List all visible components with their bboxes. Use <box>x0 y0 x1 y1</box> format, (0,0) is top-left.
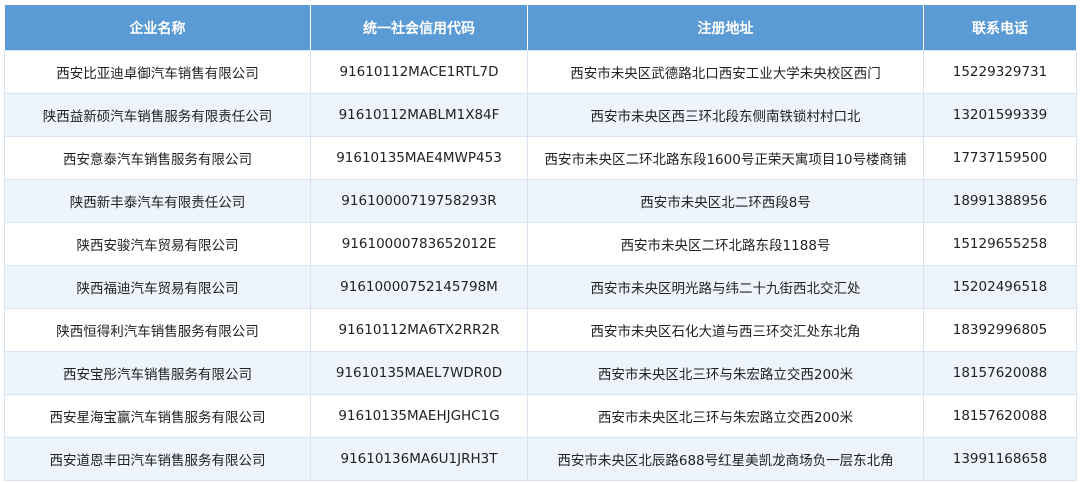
address-cell: 西安市未央区石化大道与西三环交汇处东北角 <box>527 308 924 352</box>
table-row: 陕西安骏汽车贸易有限公司 91610000783652012E 西安市未央区二环北路… <box>4 222 1077 266</box>
credit-code-cell: 91610135MAE4MWP453 <box>310 136 528 180</box>
header-address: 注册地址 <box>527 4 924 51</box>
credit-code-cell: 91610135MAEHJGHC1G <box>310 394 528 438</box>
credit-code-cell: 91610000719758293R <box>310 179 528 223</box>
table-row: 陕西恒得利汽车销售服务有限公司 91610112MA6TX2RR2R 西安市未央区石… <box>4 308 1077 352</box>
company-name-cell: 陕西恒得利汽车销售服务有限公司 <box>4 308 311 352</box>
company-name-cell: 西安比亚迪卓御汽车销售有限公司 <box>4 50 311 94</box>
table-row: 陕西新丰泰汽车有限责任公司 91610000719758293R 西安市未央区北二环… <box>4 179 1077 223</box>
company-name-cell: 西安宝彤汽车销售服务有限公司 <box>4 351 311 395</box>
header-company-name: 企业名称 <box>4 4 311 51</box>
phone-cell: 13201599339 <box>923 93 1077 137</box>
table-row: 陕西福迪汽车贸易有限公司 91610000752145798M 西安市未央区明光路与… <box>4 265 1077 309</box>
credit-code-cell: 91610000783652012E <box>310 222 528 266</box>
credit-code-cell: 91610112MA6TX2RR2R <box>310 308 528 352</box>
header-credit-code: 统一社会信用代码 <box>310 4 528 51</box>
credit-code-cell: 91610135MAEL7WDR0D <box>310 351 528 395</box>
phone-cell: 18991388956 <box>923 179 1077 223</box>
address-cell: 西安市未央区北二环西段8号 <box>527 179 924 223</box>
company-table: 企业名称 统一社会信用代码 注册地址 联系电话 西安比亚迪卓御汽车销售有限公司 9… <box>4 4 1077 481</box>
company-name-cell: 陕西福迪汽车贸易有限公司 <box>4 265 311 309</box>
phone-cell: 18392996805 <box>923 308 1077 352</box>
credit-code-cell: 91610136MA6U1JRH3T <box>310 437 528 481</box>
address-cell: 西安市未央区明光路与纬二十九街西北交汇处 <box>527 265 924 309</box>
phone-cell: 18157620088 <box>923 394 1077 438</box>
credit-code-cell: 91610112MACE1RTL7D <box>310 50 528 94</box>
table-row: 西安星海宝赢汽车销售服务有限公司 91610135MAEHJGHC1G 西安市未央区… <box>4 394 1077 438</box>
header-row: 企业名称 统一社会信用代码 注册地址 联系电话 <box>4 4 1077 51</box>
phone-cell: 17737159500 <box>923 136 1077 180</box>
table-row: 西安比亚迪卓御汽车销售有限公司 91610112MACE1RTL7D 西安市未央区武… <box>4 50 1077 94</box>
phone-cell: 15229329731 <box>923 50 1077 94</box>
address-cell: 西安市未央区北辰路688号红星美凯龙商场负一层东北角 <box>527 437 924 481</box>
company-name-cell: 陕西新丰泰汽车有限责任公司 <box>4 179 311 223</box>
address-cell: 西安市未央区二环北路东段1600号正荣天寓项目10号楼商铺 <box>527 136 924 180</box>
phone-cell: 15129655258 <box>923 222 1077 266</box>
table-row: 西安道恩丰田汽车销售服务有限公司 91610136MA6U1JRH3T 西安市未央区… <box>4 437 1077 481</box>
company-name-cell: 陕西益新硕汽车销售服务有限责任公司 <box>4 93 311 137</box>
table-row: 西安宝彤汽车销售服务有限公司 91610135MAEL7WDR0D 西安市未央区北三… <box>4 351 1077 395</box>
address-cell: 西安市未央区北三环与朱宏路立交西200米 <box>527 351 924 395</box>
company-name-cell: 西安星海宝赢汽车销售服务有限公司 <box>4 394 311 438</box>
company-name-cell: 陕西安骏汽车贸易有限公司 <box>4 222 311 266</box>
credit-code-cell: 91610000752145798M <box>310 265 528 309</box>
phone-cell: 18157620088 <box>923 351 1077 395</box>
table-row: 陕西益新硕汽车销售服务有限责任公司 91610112MABLM1X84F 西安市未央… <box>4 93 1077 137</box>
table-row: 西安意泰汽车销售服务有限公司 91610135MAE4MWP453 西安市未央区二环… <box>4 136 1077 180</box>
company-name-cell: 西安道恩丰田汽车销售服务有限公司 <box>4 437 311 481</box>
company-name-cell: 西安意泰汽车销售服务有限公司 <box>4 136 311 180</box>
phone-cell: 15202496518 <box>923 265 1077 309</box>
header-phone: 联系电话 <box>923 4 1077 51</box>
address-cell: 西安市未央区武德路北口西安工业大学未央校区西门 <box>527 50 924 94</box>
address-cell: 西安市未央区西三环北段东侧南铁锁村村口北 <box>527 93 924 137</box>
address-cell: 西安市未央区二环北路东段1188号 <box>527 222 924 266</box>
phone-cell: 13991168658 <box>923 437 1077 481</box>
address-cell: 西安市未央区北三环与朱宏路立交西200米 <box>527 394 924 438</box>
credit-code-cell: 91610112MABLM1X84F <box>310 93 528 137</box>
